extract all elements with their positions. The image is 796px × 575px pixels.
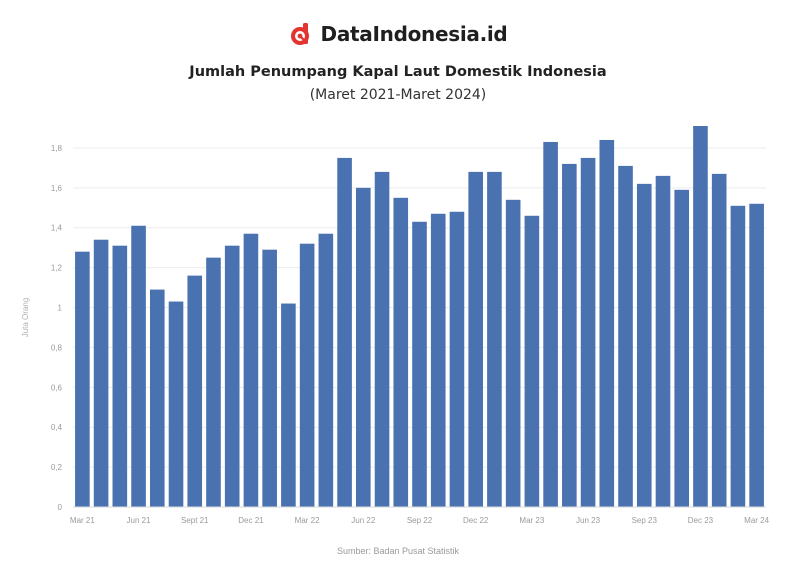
bar-oct-22	[430, 213, 446, 507]
bar-apr-22	[318, 233, 334, 507]
bar-feb-24	[730, 205, 746, 507]
y-tick-label: 1,8	[51, 144, 63, 153]
bar-nov-23	[674, 189, 690, 507]
x-tick-label: Dec 21	[238, 516, 264, 525]
bar-mar-24	[749, 203, 764, 508]
x-tick-label: Dec 23	[688, 516, 714, 525]
chart-title: Jumlah Penumpang Kapal Laut Domestik Ind…	[189, 64, 607, 80]
bar-nov-21	[224, 245, 240, 508]
x-tick-label: Mar 23	[519, 516, 544, 525]
bar-feb-22	[281, 303, 296, 507]
bar-sep-22	[412, 221, 427, 507]
bar-oct-21	[206, 257, 221, 507]
bar-jul-21	[149, 289, 165, 507]
x-tick-label: Jun 21	[127, 516, 152, 525]
bar-jan-22	[262, 249, 277, 507]
dataindonesia-logo-icon	[290, 23, 309, 45]
bar-jul-23	[599, 139, 615, 507]
bar-mar-22	[299, 243, 315, 507]
y-tick-label: 1,2	[51, 264, 63, 273]
bar-aug-23	[618, 165, 633, 507]
brand-name: DataIndonesia.id	[320, 22, 508, 46]
x-tick-label: Dec 22	[463, 516, 489, 525]
bar-jun-22	[356, 187, 371, 507]
bar-jun-21	[131, 225, 146, 507]
y-axis-title: Juta Orang	[21, 298, 30, 338]
bar-sept-21	[187, 275, 203, 507]
bar-oct-23	[655, 175, 671, 507]
y-tick-label: 0,4	[51, 423, 63, 432]
bar-aug-21	[168, 301, 184, 507]
chart-subtitle: (Maret 2021-Maret 2024)	[309, 87, 487, 103]
y-tick-label: 0,2	[51, 463, 63, 472]
bar-jan-23	[487, 171, 502, 507]
y-tick-label: 0,8	[51, 343, 63, 352]
x-tick-label: Sep 22	[407, 516, 433, 525]
bar-jan-24	[711, 173, 727, 507]
bar-feb-23	[505, 199, 521, 507]
x-tick-label: Sept 21	[181, 516, 209, 525]
x-tick-label: Mar 22	[295, 516, 320, 525]
bar-jul-22	[374, 171, 390, 507]
x-tick-label: Jun 22	[351, 516, 376, 525]
bar-apr-23	[543, 141, 558, 507]
bar-dec-22	[468, 171, 483, 507]
bar-nov-22	[449, 211, 465, 508]
x-tick-label: Jun 23	[576, 516, 601, 525]
y-tick-label: 0,6	[51, 383, 63, 392]
bar-apr-21	[93, 239, 109, 507]
bar-dec-21	[243, 233, 259, 507]
source-note: Sumber: Badan Pusat Statistik	[336, 546, 460, 556]
bar-may-23	[562, 163, 577, 507]
bar-jun-23	[580, 157, 596, 507]
x-tick-label: Mar 24	[744, 516, 769, 525]
x-tick-label: Mar 21	[70, 516, 95, 525]
x-tick-label: Sep 23	[632, 516, 658, 525]
y-tick-label: 0	[58, 503, 63, 512]
bar-may-22	[337, 157, 352, 507]
y-tick-label: 1	[58, 304, 63, 313]
bar-aug-22	[393, 197, 409, 507]
bar-dec-23	[693, 126, 708, 508]
bar-mar-23	[524, 215, 540, 507]
brand-header: DataIndonesia.id	[0, 22, 796, 46]
y-tick-label: 1,4	[51, 224, 63, 233]
bar-sep-23	[636, 183, 652, 507]
y-tick-label: 1,6	[51, 184, 63, 193]
bar-may-21	[112, 245, 128, 508]
bar-mar-21	[75, 251, 90, 507]
